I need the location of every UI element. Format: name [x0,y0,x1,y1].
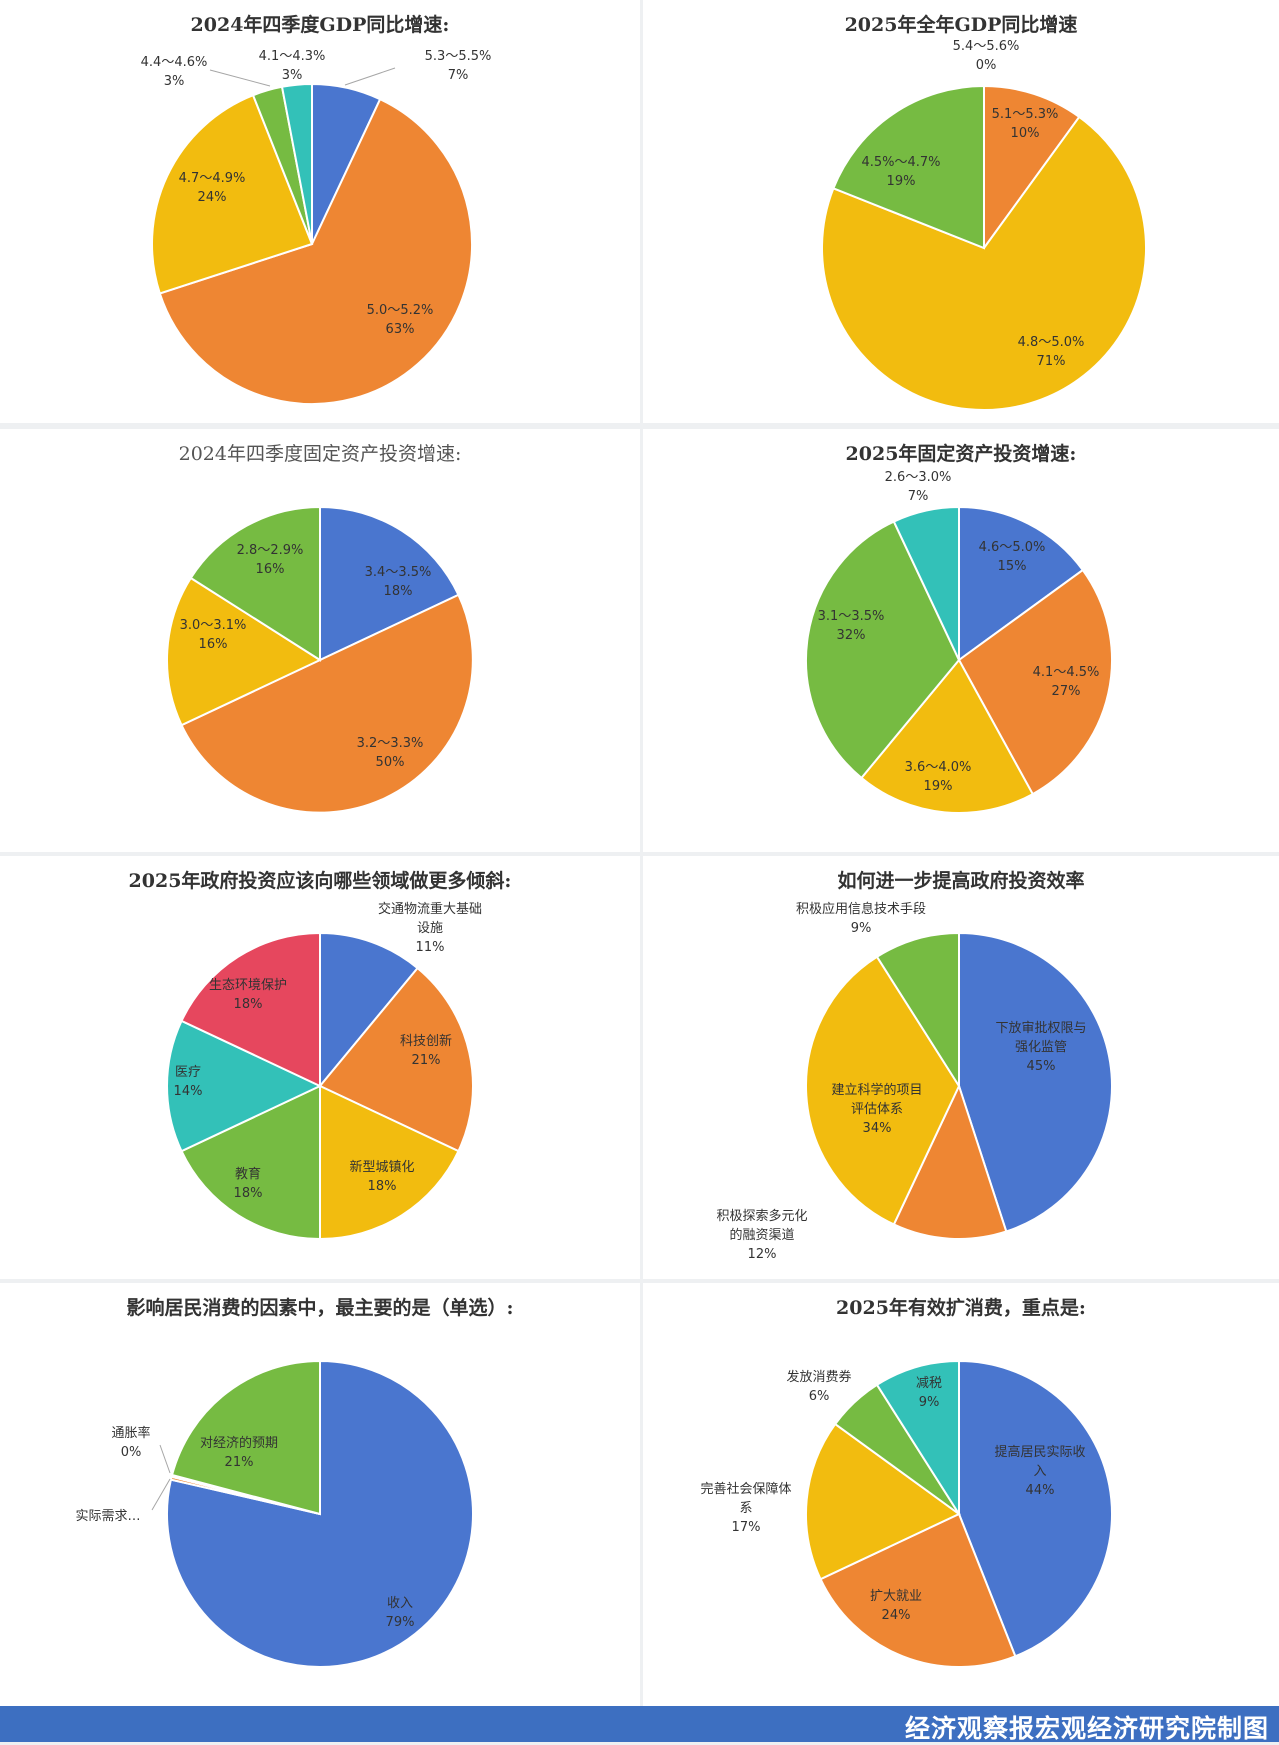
leader-line [151,1478,171,1511]
slice-label: 教育 18% [234,1166,263,1201]
chart-panel-consumption-focus: 2025年有效扩消费，重点是: 提高居民实际收入 44% 扩大就业 24% 完善社会保障… [643,1283,1279,1706]
slice-label: 科技创新 21% [400,1033,452,1068]
slice-label: 完善社会保障体系 17% [700,1481,791,1535]
pie-chart: 3.4～3.5% 18% 3.2～3.3% 50% 3.0～3.1% 16% 2.8～2.9… [166,505,474,814]
chart-title: 2024年四季度GDP同比增速: [190,14,450,36]
slice-label: 4.6～5.0% 15% [979,540,1046,574]
slice-label: 4.1～4.3% 3% [259,49,326,83]
pie-slice [180,931,321,1088]
chart-panel-fai-2025: 2025年固定资产投资增速: 4.6～5.0% 15% 4.1～4.5% 27% 3.6… [643,429,1279,852]
leader-line [344,67,396,86]
chart-panel-gov-invest-areas: 2025年政府投资应该向哪些领域做更多倾斜: 交通物流重大基础设施 11% 科技创新… [0,856,640,1279]
chart-title: 2025年固定资产投资增速: [845,443,1077,465]
pie-slice [832,84,985,250]
slice-label: 交通物流重大基础设施 11% [378,901,482,955]
slice-label: 实际需求… [75,1509,140,1524]
slice-label: 积极探索多元化的融资渠道 12% [716,1208,807,1262]
slice-label: 提高居民实际收入 44% [994,1444,1085,1498]
slice-label: 3.4～3.5% 18% [365,565,432,599]
slice-label: 3.6～4.0% 19% [905,760,972,794]
slice-label: 5.0～5.2% 63% [367,303,434,337]
pie-slice [166,576,323,727]
pie-slice [875,1359,960,1518]
pie-slice [318,966,474,1153]
slice-label: 收入 79% [386,1596,415,1630]
slice-label: 扩大就业 24% [870,1589,922,1623]
slice-label: 下放审批权限与强化监管 45% [995,1020,1086,1074]
pie-chart: 4.6～5.0% 15% 4.1～4.5% 27% 3.6～4.0% 19% 3.1～3.5… [805,470,1113,814]
chart-panel-fai-2024q4: 2024年四季度固定资产投资增速: 3.4～3.5% 18% 3.2～3.3% 50%… [0,429,640,852]
pie-slice [983,84,1081,252]
slice-label: 2.6～3.0% 7% [885,470,952,504]
footer-bar: 经济观察报宏观经济研究院制图 [0,1706,1279,1743]
pie-slice [892,505,960,661]
slice-label: 5.4～5.6% 0% [953,39,1020,73]
slice-label: 发放消费券 6% [786,1369,851,1404]
slice-label: 5.1～5.3% 10% [992,107,1059,141]
slice-label: 5.3～5.5% 7% [425,49,492,83]
pie-slice [892,1083,1008,1240]
pie-slice [805,955,961,1226]
pie-slice [158,97,473,405]
chart-grid: 2024年四季度GDP同比增速: 5.3～5.5% 7% 5.0～5.2% 63% 4.… [0,0,1279,1706]
chart-title: 2025年有效扩消费，重点是: [836,1297,1086,1319]
chart-panel-gdp-2024q4: 2024年四季度GDP同比增速: 5.3～5.5% 7% 5.0～5.2% 63% 4.… [0,0,640,423]
pie-slice [319,931,419,1089]
pie-slice [805,520,961,780]
pie-slice [280,82,313,245]
slice-label: 积极应用信息技术手段 9% [796,901,926,936]
pie-slice [875,931,960,1090]
slice-label: 3.1～3.5% 32% [818,609,885,643]
chart-title: 2024年四季度固定资产投资增速: [178,443,462,465]
pie-slice [958,931,1113,1233]
slice-label: 生态环境保护 18% [209,978,287,1012]
chart-title: 影响居民消费的因素中，最主要的是（单选）: [126,1297,514,1319]
slice-label: 3.2～3.3% 50% [357,736,424,770]
pie-slice [166,1019,323,1153]
slice-label: 4.4～4.6% 3% [141,55,208,89]
pie-slice [180,1084,321,1241]
pie-slice [821,115,1147,411]
slice-label: 通胀率 0% [111,1425,150,1460]
pie-slice [805,1422,961,1581]
pie-slice [170,1359,321,1516]
pie-chart: 收入 79% 实际需求… 通胀率 0% 对经济的预期 21% [75,1359,474,1668]
pie-chart: 下放审批权限与强化监管 45% 积极探索多元化的融资渠道 12% 建立科学的项目评估体系… [716,901,1113,1262]
slice-label: 4.1～4.5% 27% [1033,665,1100,699]
slice-label: 4.5%～4.7% 19% [861,155,940,189]
slice-label: 医疗 14% [174,1065,203,1099]
pie-chart: 5.3～5.5% 7% 5.0～5.2% 63% 4.7～4.9% 24% 4.4～4.6%… [141,49,492,405]
chart-panel-gov-invest-efficiency: 如何进一步提高政府投资效率 下放审批权限与强化监管 45% 积极探索多元化的融资渠道… [643,856,1279,1279]
slice-label: 2.8～2.9% 16% [237,543,304,577]
slice-label: 减税 9% [916,1376,942,1410]
slice-label: 新型城镇化 18% [349,1159,414,1194]
pie-slice [958,1359,1114,1658]
slice-label: 4.7～4.9% 24% [179,171,246,205]
footer-credit: 经济观察报宏观经济研究院制图 [904,1714,1269,1743]
leader-line [209,69,271,87]
chart-panel-gdp-2025: 2025年全年GDP同比增速 5.4～5.6% 0% 5.1～5.3% 10% 4.8～… [643,0,1279,423]
chart-panel-consumption-factors: 影响居民消费的因素中，最主要的是（单选）: 收入 79% 实际需求… 通胀率 0% 对经济… [0,1283,640,1706]
pie-chart: 5.4～5.6% 0% 5.1～5.3% 10% 4.8～5.0% 71% 4.5%～4.7… [821,39,1147,411]
slice-label: 对经济的预期 21% [200,1435,278,1470]
slice-label: 建立科学的项目评估体系 34% [831,1082,922,1136]
pie-slice [860,658,1035,814]
leader-line [159,1444,171,1474]
pie-slice [180,593,474,814]
pie-chart: 提高居民实际收入 44% 扩大就业 24% 完善社会保障体系 17% 发放消费券 6% 减税 9% [700,1359,1114,1668]
pie-slice [189,505,321,662]
pie-slice [957,568,1113,796]
pie-slice [819,1512,1017,1668]
chart-title: 如何进一步提高政府投资效率 [837,870,1085,892]
slice-label: 3.0～3.1% 16% [180,618,247,652]
pie-slice [319,1084,460,1241]
pie-slice [958,505,1085,662]
chart-title: 2025年政府投资应该向哪些领域做更多倾斜: [128,870,512,892]
pie-chart: 交通物流重大基础设施 11% 科技创新 21% 新型城镇化 18% 教育 18% 医疗 14% 生态… [166,901,482,1241]
slice-label: 4.8～5.0% 71% [1018,335,1085,369]
chart-title: 2025年全年GDP同比增速 [844,14,1078,36]
pie-slice [319,505,460,662]
